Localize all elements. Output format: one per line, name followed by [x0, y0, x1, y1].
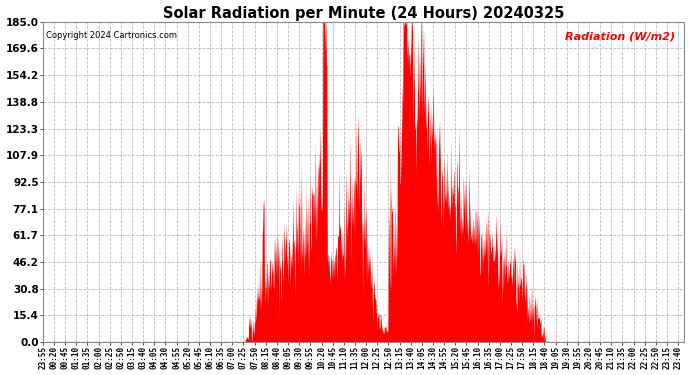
- Text: Radiation (W/m2): Radiation (W/m2): [564, 32, 675, 41]
- Title: Solar Radiation per Minute (24 Hours) 20240325: Solar Radiation per Minute (24 Hours) 20…: [163, 6, 564, 21]
- Text: Copyright 2024 Cartronics.com: Copyright 2024 Cartronics.com: [46, 32, 177, 40]
